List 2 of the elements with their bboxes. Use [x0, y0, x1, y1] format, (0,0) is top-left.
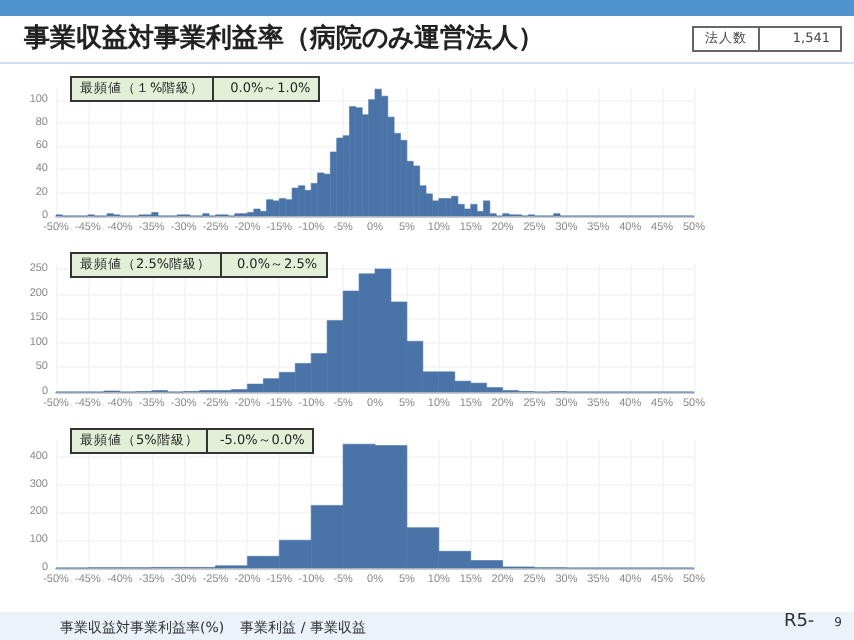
text: R5-: [783, 612, 815, 632]
chart-title: 事業収益対事業利益率（病院のみ運営法人）: [24, 21, 544, 56]
